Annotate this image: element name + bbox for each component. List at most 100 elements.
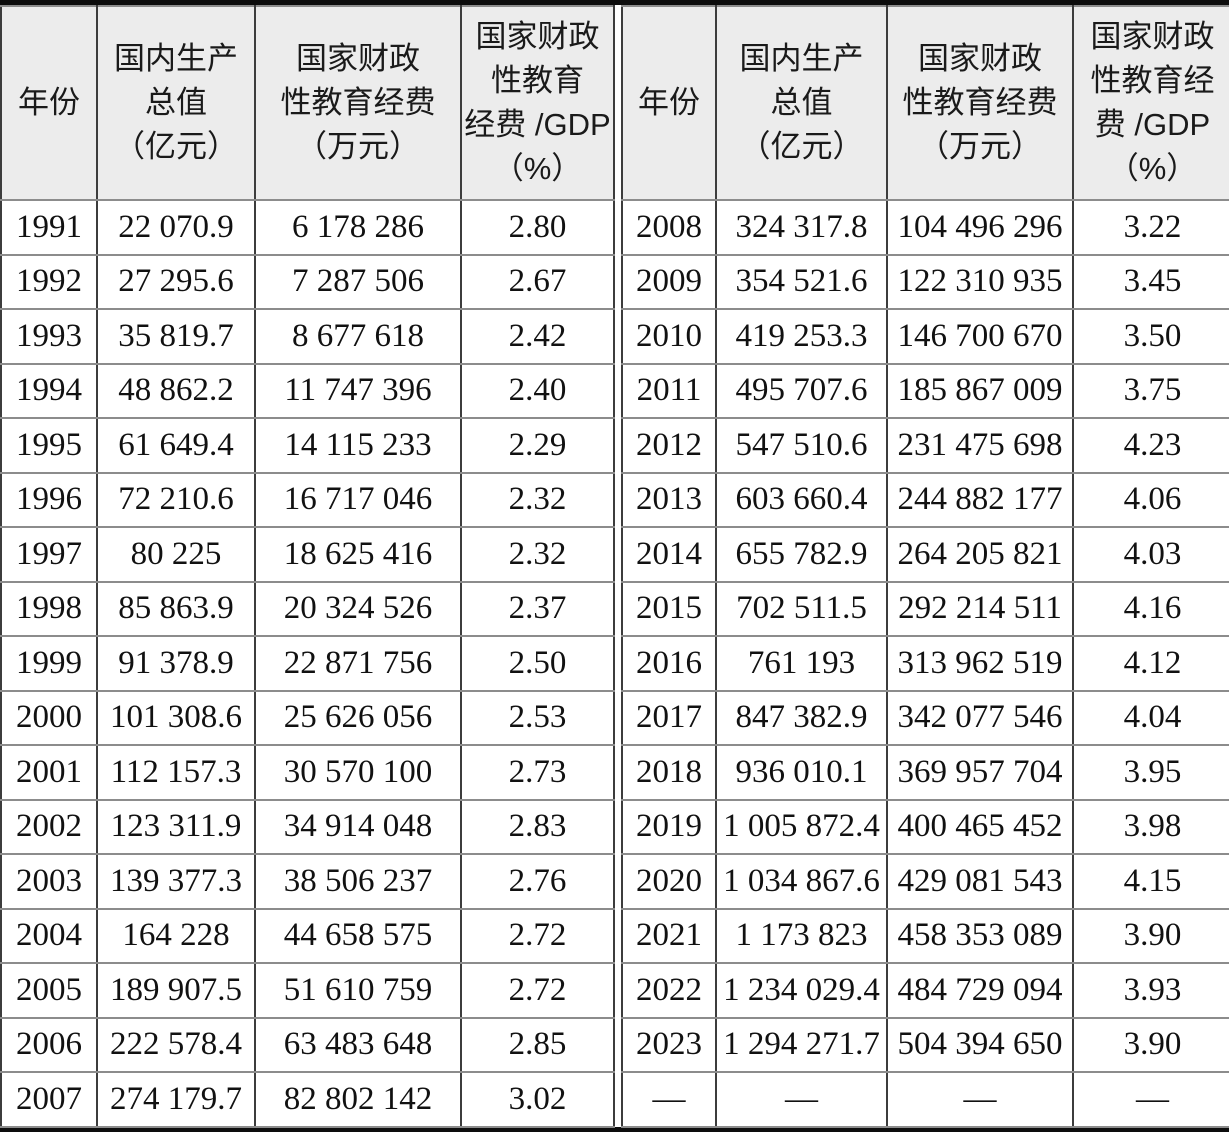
table-row: 2001 112 157.3 30 570 100 2.73 [0,744,615,801]
cell-edu: — [886,1071,1074,1128]
table-row: 2019 1 005 872.4 400 465 452 3.98 [621,798,1229,855]
cell-edu: 458 353 089 [886,907,1074,964]
cell-year: 2002 [0,798,98,855]
cell-edu: 122 310 935 [886,253,1074,310]
cell-year: 2009 [621,253,717,310]
cell-gdp: 761 193 [715,635,888,692]
cell-gdp: 354 521.6 [715,253,888,310]
cell-edu: 264 205 821 [886,526,1074,583]
cell-ratio: 3.90 [1072,1016,1229,1073]
cell-gdp: 495 707.6 [715,362,888,419]
cell-ratio: 3.02 [460,1071,615,1128]
cell-year: 2012 [621,417,717,474]
table-row: 1991 22 070.9 6 178 286 2.80 [0,199,615,256]
cell-gdp: 35 819.7 [96,308,256,365]
cell-ratio: 2.73 [460,744,615,801]
table-row: 1998 85 863.9 20 324 526 2.37 [0,580,615,637]
cell-edu: 231 475 698 [886,417,1074,474]
cell-gdp: 72 210.6 [96,471,256,528]
cell-ratio: 4.04 [1072,689,1229,746]
table-row: 2013 603 660.4 244 882 177 4.06 [621,471,1229,528]
right-table-body: 2008 324 317.8 104 496 296 3.22 2009 354 521.… [621,199,1229,1128]
cell-ratio: 3.98 [1072,798,1229,855]
table-row: 2018 936 010.1 369 957 704 3.95 [621,744,1229,801]
table-row: 1996 72 210.6 16 717 046 2.32 [0,471,615,528]
header-year: 年份 [0,5,98,201]
cell-edu: 11 747 396 [254,362,462,419]
cell-edu: 63 483 648 [254,1016,462,1073]
cell-ratio: 4.12 [1072,635,1229,692]
cell-year: 2007 [0,1071,98,1128]
cell-year: 2015 [621,580,717,637]
cell-gdp: 419 253.3 [715,308,888,365]
right-table: 年份 国内生产 总值 （亿元） 国家财政 性教育经费 （万元） 国家财政 性教育… [621,5,1229,1128]
cell-ratio: 3.75 [1072,362,1229,419]
cell-year: 1997 [0,526,98,583]
table-row: 2004 164 228 44 658 575 2.72 [0,907,615,964]
cell-gdp: 655 782.9 [715,526,888,583]
cell-ratio: 4.15 [1072,853,1229,910]
cell-gdp: 22 070.9 [96,199,256,256]
cell-edu: 429 081 543 [886,853,1074,910]
table-row: 1997 80 225 18 625 416 2.32 [0,526,615,583]
table-row: 1992 27 295.6 7 287 506 2.67 [0,253,615,310]
cell-edu: 292 214 511 [886,580,1074,637]
cell-edu: 44 658 575 [254,907,462,964]
cell-ratio: 4.06 [1072,471,1229,528]
cell-year: 2003 [0,853,98,910]
cell-ratio: — [1072,1071,1229,1128]
cell-year: 2005 [0,962,98,1019]
header-year: 年份 [621,5,717,201]
cell-edu: 6 178 286 [254,199,462,256]
cell-edu: 51 610 759 [254,962,462,1019]
cell-year: 1992 [0,253,98,310]
cell-year: 2021 [621,907,717,964]
table-row: 2010 419 253.3 146 700 670 3.50 [621,308,1229,365]
cell-edu: 38 506 237 [254,853,462,910]
cell-year: 2006 [0,1016,98,1073]
table-row: 2017 847 382.9 342 077 546 4.04 [621,689,1229,746]
cell-ratio: 2.83 [460,798,615,855]
cell-edu: 369 957 704 [886,744,1074,801]
cell-gdp: 222 578.4 [96,1016,256,1073]
cell-edu: 14 115 233 [254,417,462,474]
cell-gdp: 1 294 271.7 [715,1016,888,1073]
cell-year: 1993 [0,308,98,365]
cell-gdp: 1 005 872.4 [715,798,888,855]
cell-edu: 7 287 506 [254,253,462,310]
cell-ratio: 4.16 [1072,580,1229,637]
cell-gdp: 274 179.7 [96,1071,256,1128]
left-table-body: 1991 22 070.9 6 178 286 2.80 1992 27 295.6 7 2… [0,199,615,1128]
cell-gdp: 547 510.6 [715,417,888,474]
cell-gdp: 1 173 823 [715,907,888,964]
cell-year: 2019 [621,798,717,855]
header-edu: 国家财政 性教育经费 （万元） [886,5,1074,201]
cell-year: 2014 [621,526,717,583]
cell-ratio: 2.80 [460,199,615,256]
cell-year: 2018 [621,744,717,801]
cell-ratio: 4.03 [1072,526,1229,583]
header-row: 年份 国内生产 总值 （亿元） 国家财政 性教育经费 （万元） 国家财政 性教育… [621,5,1229,201]
cell-ratio: 4.23 [1072,417,1229,474]
cell-gdp: 48 862.2 [96,362,256,419]
cell-ratio: 3.90 [1072,907,1229,964]
table-row: 2003 139 377.3 38 506 237 2.76 [0,853,615,910]
right-table-header: 年份 国内生产 总值 （亿元） 国家财政 性教育经费 （万元） 国家财政 性教育… [621,5,1229,201]
cell-edu: 185 867 009 [886,362,1074,419]
table-row: 2015 702 511.5 292 214 511 4.16 [621,580,1229,637]
cell-edu: 342 077 546 [886,689,1074,746]
cell-edu: 82 802 142 [254,1071,462,1128]
cell-edu: 146 700 670 [886,308,1074,365]
left-table: 年份 国内生产 总值 （亿元） 国家财政 性教育经费 （万元） 国家财政 性教育… [0,5,615,1128]
cell-year: 2001 [0,744,98,801]
cell-gdp: 936 010.1 [715,744,888,801]
table-row: 2006 222 578.4 63 483 648 2.85 [0,1016,615,1073]
table-row: 2020 1 034 867.6 429 081 543 4.15 [621,853,1229,910]
table-row: 2008 324 317.8 104 496 296 3.22 [621,199,1229,256]
cell-gdp: 603 660.4 [715,471,888,528]
table-row: 1999 91 378.9 22 871 756 2.50 [0,635,615,692]
header-ratio: 国家财政 性教育 经费 /GDP （%） [460,5,615,201]
table-row: 2011 495 707.6 185 867 009 3.75 [621,362,1229,419]
table-row: 2007 274 179.7 82 802 142 3.02 [0,1071,615,1128]
